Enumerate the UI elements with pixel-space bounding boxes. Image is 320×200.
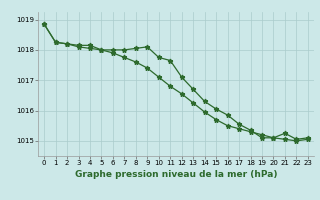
X-axis label: Graphe pression niveau de la mer (hPa): Graphe pression niveau de la mer (hPa)	[75, 170, 277, 179]
